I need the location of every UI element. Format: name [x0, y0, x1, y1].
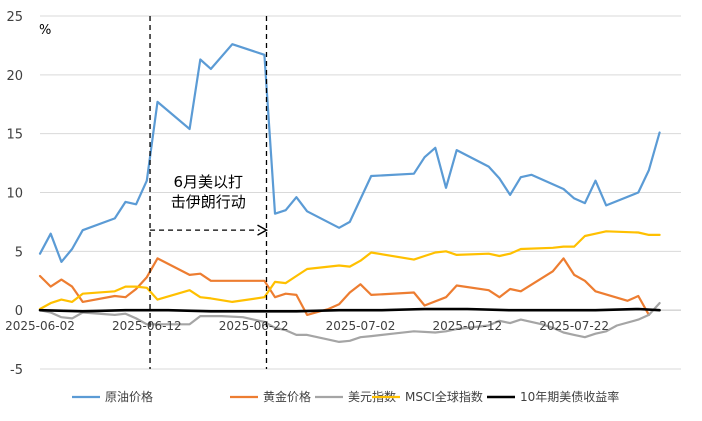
- legend-label: 原油价格: [105, 389, 153, 404]
- gridlines: [40, 15, 681, 370]
- series-line-3: [38, 230, 661, 311]
- x-tick-label: 2025-07-02: [326, 319, 396, 333]
- y-tick-label: 25: [6, 10, 23, 25]
- x-tick-label: 2025-06-22: [219, 319, 289, 333]
- legend-label: 10年期美债收益率: [520, 389, 619, 404]
- y-tick-label: -5: [10, 363, 23, 378]
- y-tick-label: 15: [6, 128, 23, 143]
- x-tick-label: 2025-06-02: [5, 319, 75, 333]
- y-tick-label: 20: [6, 69, 23, 84]
- event-arrowhead: [257, 224, 269, 236]
- y-tick-label: 5: [15, 245, 23, 260]
- x-tick-label: 2025-07-12: [432, 319, 502, 333]
- series-line-1: [38, 257, 650, 316]
- y-tick-label: 10: [6, 187, 23, 202]
- x-axis-ticks: 2025-06-02 2025-06-12 2025-06-22 2025-07-02…: [5, 319, 609, 333]
- y-axis-ticks: 25 20 15 10 5 0 -5: [6, 10, 23, 378]
- series-line-0: [38, 43, 661, 263]
- x-tick-label: 2025-06-12: [112, 319, 182, 333]
- series-line-4: [38, 307, 661, 313]
- x-tick-label: 2025-07-22: [539, 319, 609, 333]
- y-tick-label: 0: [15, 304, 23, 319]
- series-line-2: [38, 302, 661, 343]
- legend-label: MSCI全球指数: [405, 389, 483, 404]
- event-annotation-text: 6月美以打: [173, 173, 243, 191]
- event-annotation-text: 击伊朗行动: [171, 193, 246, 211]
- series-lines: [38, 43, 661, 343]
- y-axis-unit-label: %: [39, 23, 51, 38]
- legend-label: 黄金价格: [263, 389, 311, 404]
- legend: 原油价格 黄金价格 美元指数 MSCI全球指数 10年期美债收益率: [72, 389, 619, 404]
